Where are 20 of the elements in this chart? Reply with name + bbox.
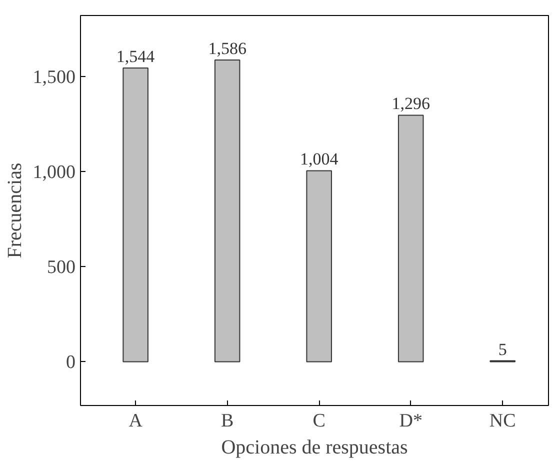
x-axis-title: Opciones de respuestas — [221, 436, 408, 458]
y-tick-label: 1,500 — [32, 66, 76, 88]
x-tick-label: C — [312, 410, 326, 432]
bar — [122, 68, 148, 362]
y-axis-title: Frecuencias — [4, 162, 26, 258]
bar — [398, 114, 424, 362]
data-label: 5 — [498, 340, 507, 359]
x-tick-label: NC — [489, 410, 516, 432]
data-label: 1,004 — [300, 150, 339, 169]
x-tick-label: B — [220, 410, 234, 432]
y-tick-label: 1,000 — [32, 162, 76, 183]
x-tick-label: A — [128, 410, 143, 432]
y-tick-label: 0 — [66, 352, 76, 374]
data-label: 1,544 — [116, 47, 156, 66]
data-label: 1,296 — [392, 94, 430, 114]
bar — [214, 60, 240, 362]
data-label: 1,586 — [208, 39, 246, 58]
bar — [306, 170, 332, 362]
x-tick-label: D* — [399, 410, 422, 432]
y-tick-label: 500 — [47, 257, 76, 278]
